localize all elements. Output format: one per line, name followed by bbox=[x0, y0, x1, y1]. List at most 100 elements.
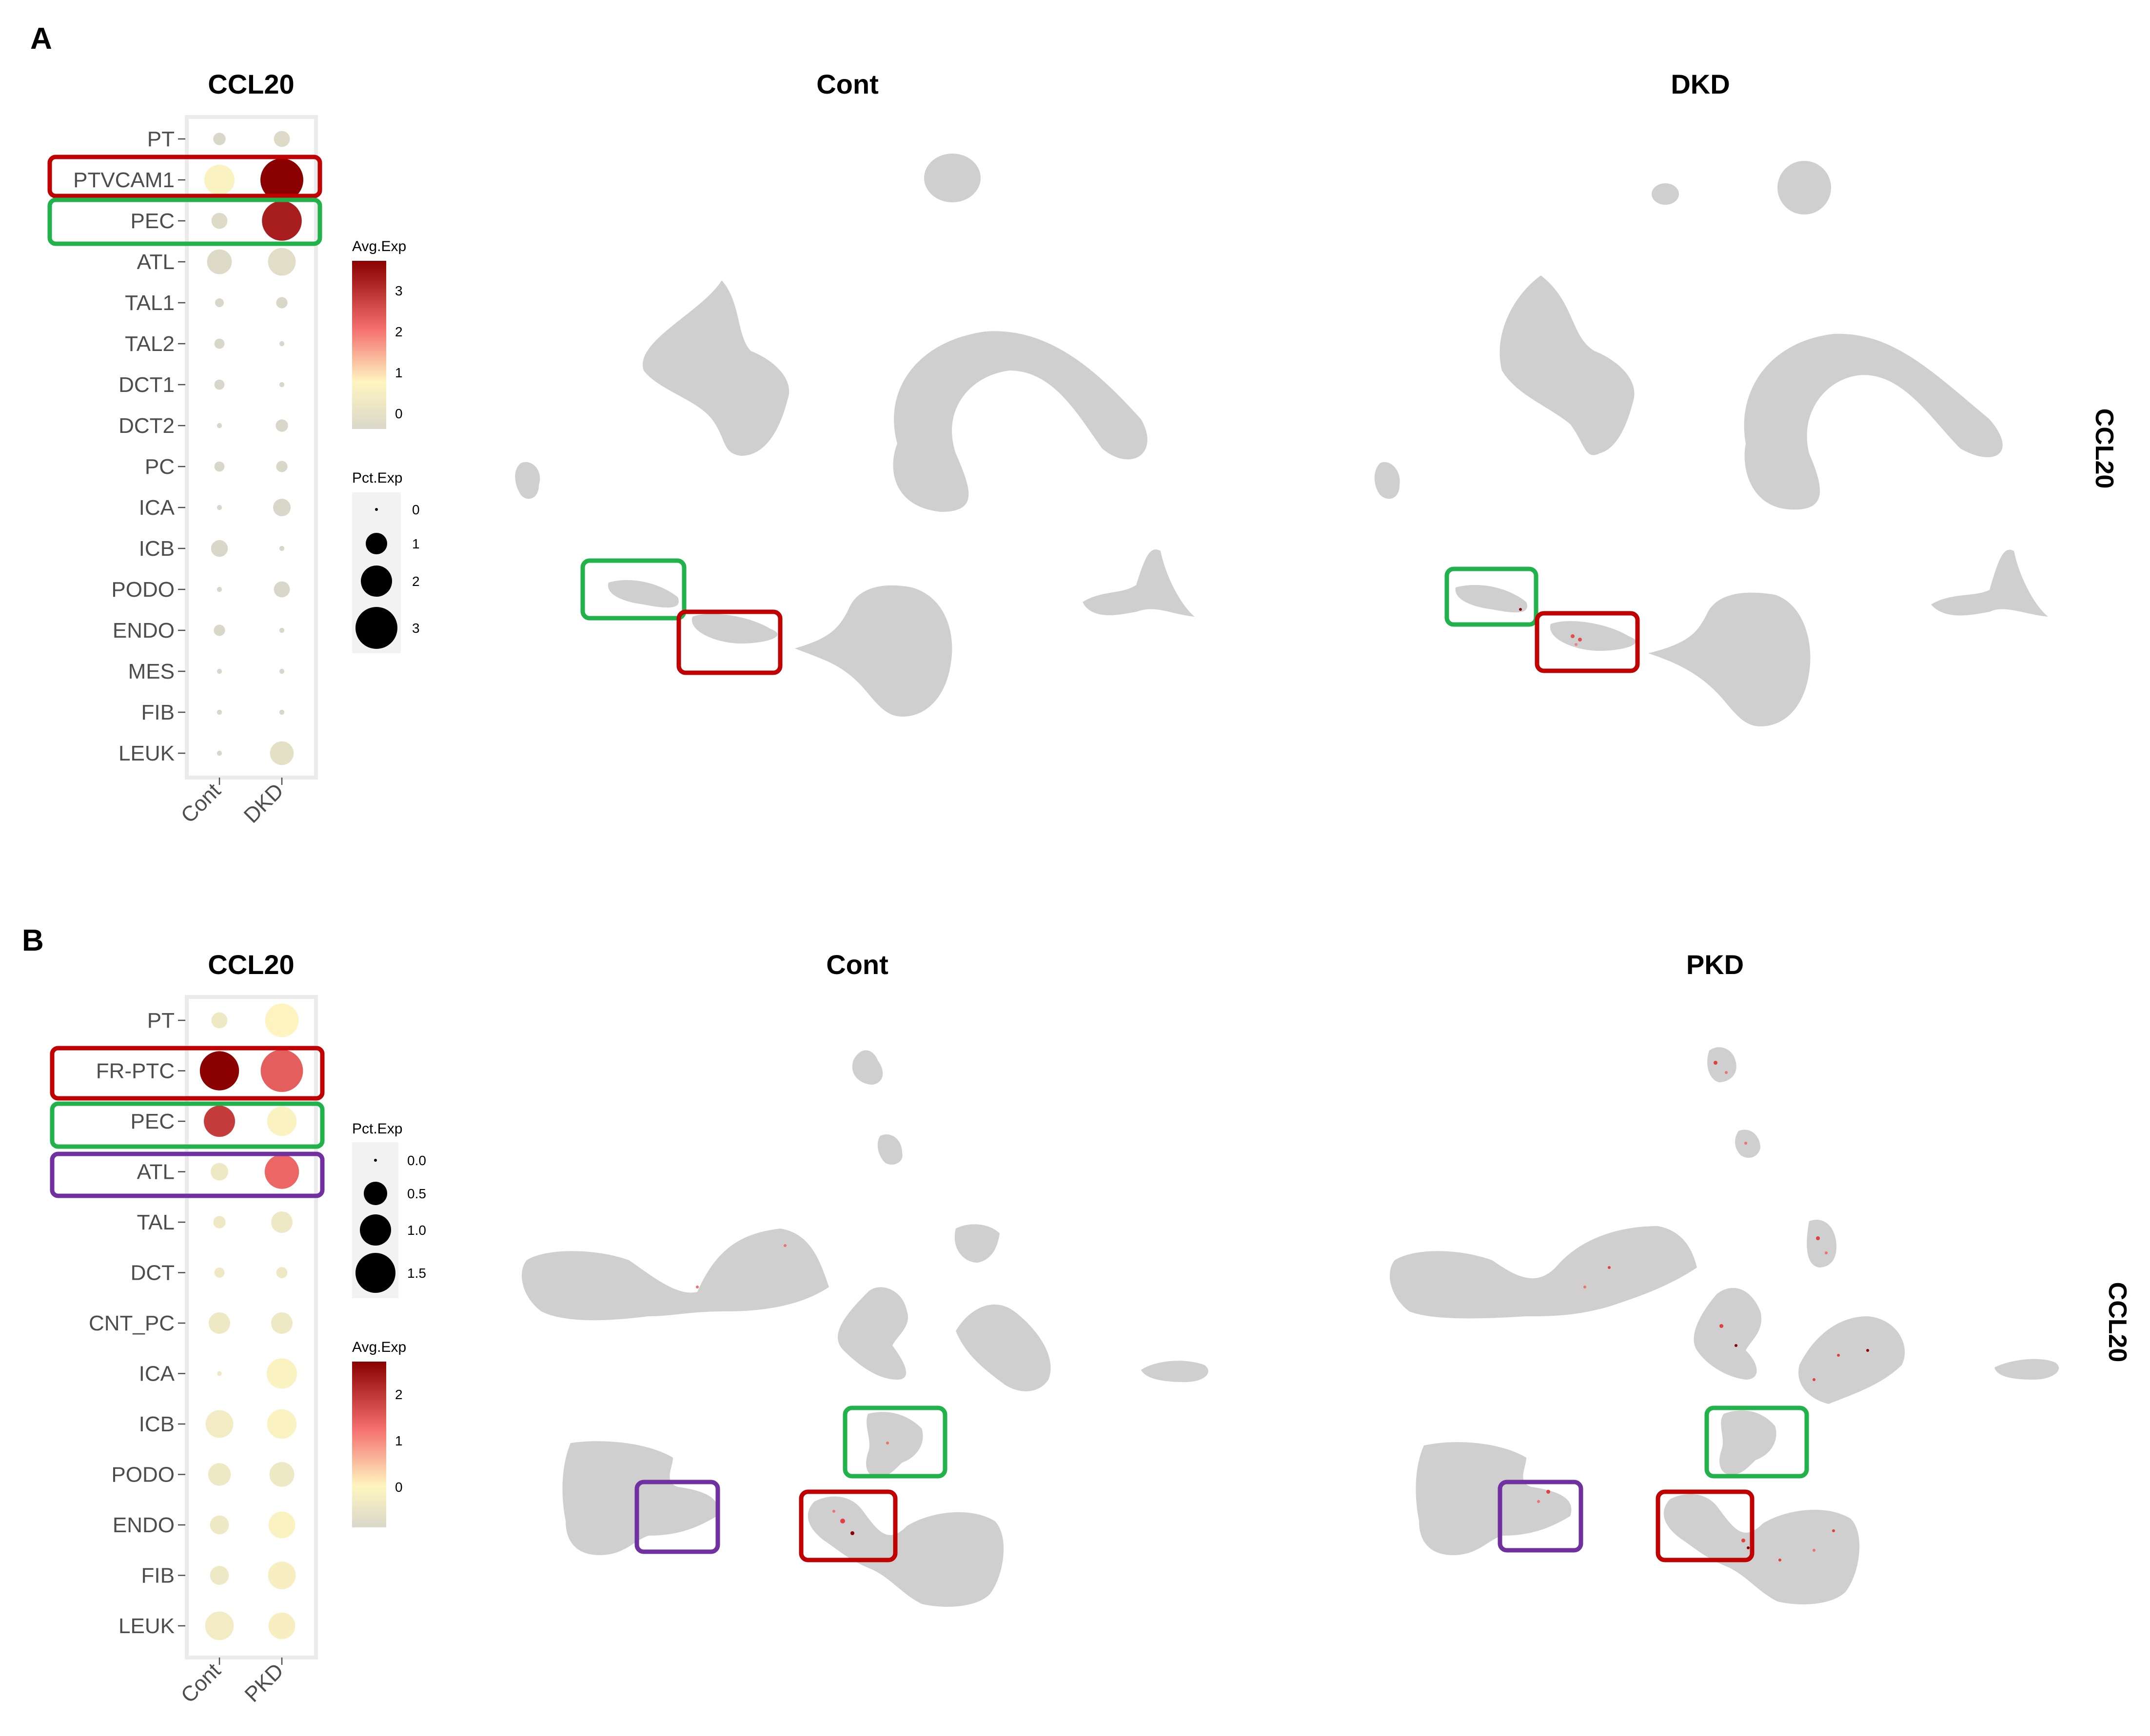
cell-type-label: PODO bbox=[111, 1463, 175, 1487]
x-tick-label-a-cont: Cont bbox=[177, 779, 225, 827]
umap-cluster bbox=[1663, 1494, 1860, 1604]
pct-exp-tick-a-2: 2 bbox=[412, 574, 420, 589]
pct-exp-tick-b-2: 1.0 bbox=[407, 1223, 426, 1238]
umap-cluster bbox=[1648, 592, 1811, 726]
umap-expr-dot bbox=[1714, 1061, 1717, 1065]
umap-cluster bbox=[1083, 549, 1195, 617]
dot-cnt-pc-cont bbox=[209, 1312, 230, 1334]
cell-type-label: PTVCAM1 bbox=[73, 168, 175, 192]
umap-cluster bbox=[795, 585, 952, 717]
dot-endo-dkd bbox=[279, 627, 285, 633]
umap-expr-dot bbox=[1813, 1378, 1815, 1381]
dot-mes-dkd bbox=[279, 668, 285, 674]
umap-expr-dot bbox=[1578, 638, 1582, 642]
umap-expr-dot bbox=[886, 1442, 889, 1444]
cell-type-label: FR-PTC bbox=[96, 1059, 175, 1083]
avg-exp-tick-b-1: 1 bbox=[395, 1433, 403, 1448]
umap-expr-dot bbox=[696, 1286, 699, 1288]
dot-podo-cont bbox=[217, 586, 222, 592]
dot-atl-cont bbox=[211, 1163, 228, 1181]
dot-pc-dkd bbox=[276, 461, 288, 472]
dot-leuk-pkd bbox=[268, 1612, 296, 1639]
dot-endo-cont bbox=[214, 624, 225, 636]
dotplot-b-title: CCL20 bbox=[208, 949, 294, 980]
dotplot-a-title: CCL20 bbox=[208, 69, 294, 99]
cell-type-label: ENDO bbox=[113, 1513, 175, 1537]
cell-type-label: FIB bbox=[141, 701, 175, 724]
umap-expr-dot bbox=[784, 1244, 787, 1247]
x-tick-label-b-cont: Cont bbox=[177, 1658, 225, 1707]
umap-expr-dot bbox=[1837, 1354, 1840, 1357]
cell-type-label: CNT_PC bbox=[89, 1311, 175, 1335]
umap-cluster bbox=[956, 1304, 1051, 1391]
dot-pec-cont bbox=[211, 213, 228, 229]
highlight-box-ptvcam1 bbox=[47, 155, 322, 198]
umap-expr-dot bbox=[1747, 1546, 1750, 1549]
umap-cluster bbox=[1390, 1226, 1697, 1319]
dot-dct-cont bbox=[214, 1268, 225, 1278]
umap-expr-dot bbox=[1741, 1539, 1745, 1542]
dotplot-a-frame bbox=[185, 115, 318, 780]
pct-exp-legend-b-dot-1 bbox=[364, 1182, 387, 1205]
highlight-box-umap-b-pkd-red bbox=[1656, 1489, 1755, 1562]
dot-ica-cont bbox=[217, 1371, 222, 1376]
avg-exp-tick-a-0: 0 bbox=[395, 406, 403, 421]
dot-pt-dkd bbox=[274, 131, 290, 147]
dot-tal2-cont bbox=[214, 338, 225, 349]
highlight-box-umap-b-cont-green bbox=[843, 1405, 947, 1479]
umap-expr-dot bbox=[1832, 1529, 1835, 1532]
pct-exp-tick-b-3: 1.5 bbox=[407, 1266, 426, 1281]
umap-expr-dot bbox=[1866, 1349, 1869, 1352]
umap-cluster bbox=[1694, 1287, 1762, 1380]
dot-fr-ptc-pkd bbox=[260, 1050, 303, 1092]
umap-cluster bbox=[1416, 1442, 1572, 1555]
highlight-box-umap-a-dkd-green bbox=[1444, 566, 1539, 627]
umap-expr-dot bbox=[1608, 1266, 1611, 1269]
umap-cluster bbox=[515, 462, 540, 499]
cell-type-label: ENDO bbox=[113, 619, 175, 643]
pct-exp-legend-a-dot-0 bbox=[375, 508, 378, 511]
umap-cluster bbox=[1931, 549, 2048, 617]
dotplot-b-frame bbox=[185, 995, 318, 1659]
highlight-box-umap-a-dkd-red bbox=[1535, 611, 1640, 673]
cell-type-label: LEUK bbox=[118, 741, 175, 765]
umap-expr-dot bbox=[1725, 1071, 1728, 1074]
umap-cluster bbox=[1499, 275, 1635, 455]
avg-exp-colorbar-a bbox=[352, 261, 386, 429]
avg-exp-legend-a-ticks: 3 2 1 0 bbox=[395, 283, 403, 421]
dot-ptvcam1-dkd bbox=[260, 158, 303, 201]
dot-tal2-dkd bbox=[279, 341, 285, 347]
umap-cluster bbox=[1550, 621, 1636, 651]
avg-exp-tick-a-3: 3 bbox=[395, 283, 403, 298]
umap-cluster bbox=[893, 331, 1147, 512]
highlight-box-umap-b-cont-purple bbox=[634, 1480, 720, 1554]
umap-cluster bbox=[1744, 333, 2003, 510]
umap-expr-dot bbox=[1583, 1286, 1586, 1288]
highlight-box-umap-a-cont-red bbox=[676, 609, 783, 675]
dot-atl-cont bbox=[207, 249, 232, 274]
highlight-box-pec-a bbox=[47, 197, 322, 246]
cell-type-label: ICB bbox=[139, 537, 175, 561]
dot-fib-dkd bbox=[279, 709, 285, 715]
dot-fib-cont bbox=[217, 709, 222, 715]
umap-cluster bbox=[1719, 1410, 1776, 1475]
umap-a-dkd-title: DKD bbox=[1671, 69, 1730, 99]
dot-endo-cont bbox=[210, 1515, 229, 1535]
umap-cluster bbox=[1652, 183, 1679, 205]
umap-cluster bbox=[1735, 1130, 1760, 1158]
dot-leuk-cont bbox=[217, 750, 222, 756]
umap-cluster bbox=[1807, 1219, 1836, 1268]
cell-type-label: DCT bbox=[131, 1261, 175, 1285]
pct-exp-legend-b-dot-3 bbox=[355, 1253, 395, 1293]
dot-ptvcam1-cont bbox=[204, 164, 235, 195]
highlight-box-umap-b-cont-red bbox=[799, 1489, 898, 1562]
umap-cluster bbox=[852, 1050, 883, 1085]
dot-ica-dkd bbox=[273, 499, 291, 516]
cell-type-label: MES bbox=[128, 660, 175, 683]
side-label-b: CCL20 bbox=[2103, 1282, 2131, 1363]
umap-cluster bbox=[1374, 462, 1400, 499]
dot-ica-cont bbox=[217, 505, 222, 510]
cell-type-label: ICA bbox=[139, 496, 175, 520]
dot-dct-pkd bbox=[276, 1267, 288, 1278]
